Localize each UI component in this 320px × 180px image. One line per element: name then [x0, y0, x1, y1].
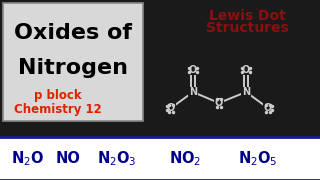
Text: NO: NO	[56, 151, 80, 166]
Text: O: O	[189, 65, 197, 75]
Text: O: O	[215, 98, 223, 108]
Text: Nitrogen: Nitrogen	[18, 58, 128, 78]
Text: N$_2$O: N$_2$O	[12, 149, 44, 168]
Text: Lewis Dot: Lewis Dot	[209, 9, 285, 23]
Text: NO$_2$: NO$_2$	[169, 149, 201, 168]
Bar	[0, 137, 320, 180]
Text: Chemistry 12: Chemistry 12	[14, 103, 102, 116]
Text: N: N	[242, 87, 250, 97]
Text: O: O	[167, 103, 175, 113]
Text: Structures: Structures	[206, 21, 288, 35]
Text: N$_2$O$_5$: N$_2$O$_5$	[238, 149, 278, 168]
Text: O: O	[242, 65, 250, 75]
Text: Oxides of: Oxides of	[14, 23, 132, 43]
Bar	[3, 3, 143, 121]
Text: N$_2$O$_3$: N$_2$O$_3$	[97, 149, 137, 168]
Text: p block: p block	[34, 89, 82, 102]
Text: O: O	[264, 103, 272, 113]
Bar	[0, 0, 320, 137]
Text: N: N	[189, 87, 197, 97]
